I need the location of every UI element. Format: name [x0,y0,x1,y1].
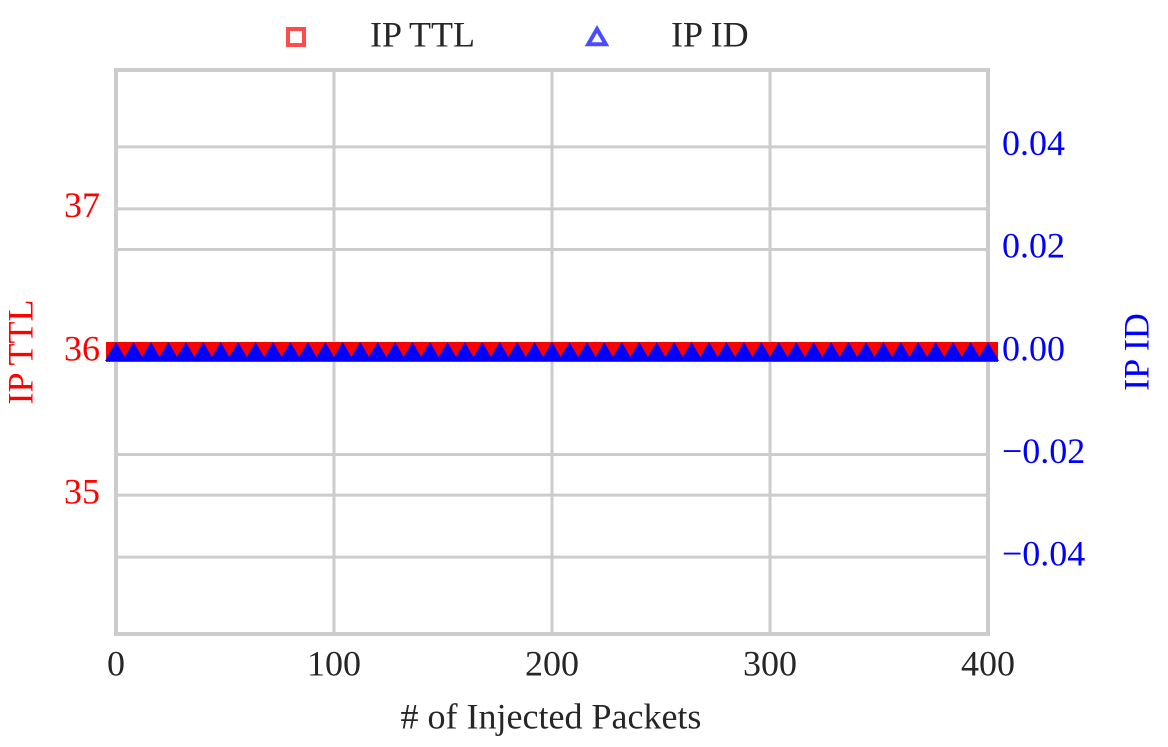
data-point [384,342,407,361]
data-point [366,342,389,361]
data-point [889,342,912,361]
data-point [837,342,860,361]
y2-tick-label: −0.02 [1002,431,1085,471]
data-point [122,342,145,361]
data-point [802,342,825,361]
data-point [750,342,773,361]
data-point [959,342,982,361]
data-point [105,342,127,361]
data-point [942,342,965,361]
x-tick-label: 300 [743,643,797,683]
data-point [680,342,703,361]
x-tick-label: 400 [961,643,1015,683]
data-point [488,342,511,361]
y-axis-label: IP TTL [0,300,40,405]
data-point [558,342,581,361]
legend-marker [584,25,610,47]
data-point [453,342,476,361]
data-point [261,342,284,361]
data-point [523,342,546,361]
y2-tick-label: 0.00 [1002,328,1065,368]
data-point [575,342,598,361]
y2-tick-label: −0.04 [1002,533,1085,573]
x-tick-label: 0 [107,643,125,683]
data-point [227,342,250,361]
data-point [279,342,302,361]
data-point [401,342,424,361]
data-point [854,342,877,361]
data-point [593,342,616,361]
data-point [977,342,999,361]
data-point [331,342,354,361]
y-tick-label: 37 [64,185,100,225]
data-point [192,342,215,361]
data-point [418,342,441,361]
data-point [436,342,459,361]
data-point [924,342,947,361]
data-point [820,342,843,361]
data-point [296,342,319,361]
y-tick-label: 36 [64,328,100,368]
legend-label: IP TTL [370,14,475,54]
data-point [541,342,563,361]
y2-axis-label: IP ID [1116,313,1156,391]
data-point [907,342,930,361]
y2-tick-label: 0.02 [1002,226,1065,266]
x-axis-label: # of Injected Packets [401,696,702,736]
data-point [349,342,372,361]
data-point [645,342,668,361]
y-tick-label: 35 [64,471,100,511]
data-point [628,342,651,361]
data-point [715,342,738,361]
data-point [697,342,720,361]
data-point [209,342,232,361]
data-point [732,342,755,361]
data-point [785,342,808,361]
data-point [610,342,633,361]
data-point [157,342,180,361]
y2-tick-label: 0.04 [1002,123,1065,163]
legend-label: IP ID [671,14,749,54]
legend-marker [286,27,306,47]
data-point [663,342,686,361]
data-point [471,342,494,361]
data-point [506,342,529,361]
data-point [314,342,337,361]
data-point [244,342,267,361]
data-point [872,342,895,361]
x-tick-label: 100 [307,643,361,683]
data-point [174,342,197,361]
data-point [767,342,790,361]
x-tick-label: 200 [525,643,579,683]
data-point [139,342,162,361]
